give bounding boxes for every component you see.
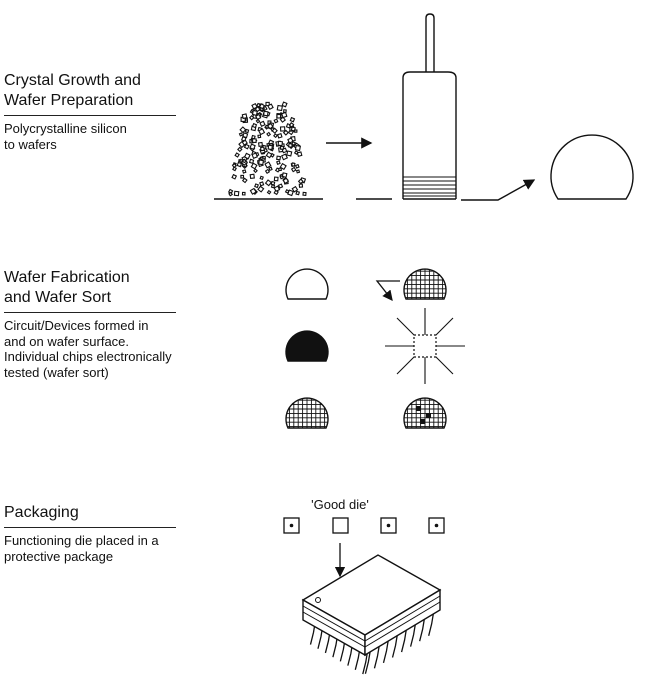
chip-package-icon	[301, 554, 442, 675]
stage-description: to wafers	[4, 136, 57, 152]
diced-wafer-icon	[403, 268, 447, 300]
ingot-body	[402, 71, 457, 199]
stage-description: Individual chips electronically	[4, 349, 172, 364]
die-icon	[428, 517, 445, 534]
stage-title: Wafer Preparation	[4, 92, 134, 109]
stage-description: Circuit/Devices formed in	[4, 318, 149, 333]
granules	[227, 101, 307, 197]
processed-wafer-icon	[285, 330, 329, 362]
blank-wafer-icon	[285, 268, 329, 300]
wafer-icon	[550, 134, 634, 200]
divider	[4, 312, 176, 313]
divider	[4, 115, 176, 116]
divider	[4, 527, 176, 528]
stage-title: Wafer Fabrication	[4, 269, 130, 286]
stage-description: Polycrystalline silicon	[4, 121, 127, 136]
polysilicon-pile-icon	[214, 101, 323, 200]
stage-title: Crystal Growth and	[4, 72, 141, 89]
stage-description: and on wafer surface.	[4, 333, 130, 349]
seed-rod	[425, 13, 435, 72]
stage-crystal-growth: Crystal Growth and Wafer Preparation Pol…	[4, 71, 176, 152]
die-icon	[332, 517, 349, 534]
stage-wafer-fabrication: Wafer Fabrication and Wafer Sort Circuit…	[4, 268, 176, 380]
good-die-label: 'Good die'	[311, 497, 369, 512]
diced-wafer-icon	[285, 397, 329, 429]
flow-arrow	[461, 179, 536, 201]
ingot-bands	[403, 176, 456, 197]
stage-description: tested (wafer sort)	[4, 364, 109, 380]
stage-title: Packaging	[4, 504, 79, 521]
zoom-arrow	[375, 280, 400, 302]
stage-packaging: Packaging Functioning die placed in a pr…	[4, 503, 176, 564]
stage-description: Functioning die placed in a	[4, 533, 159, 548]
sorted-wafer-icon	[403, 397, 447, 429]
stage-title: and Wafer Sort	[4, 289, 112, 306]
die-icon	[380, 517, 397, 534]
die-icon	[283, 517, 300, 534]
stage-description: protective package	[4, 548, 114, 564]
probe-test-icon	[385, 308, 465, 384]
silicon-ingot-icon	[356, 13, 457, 200]
